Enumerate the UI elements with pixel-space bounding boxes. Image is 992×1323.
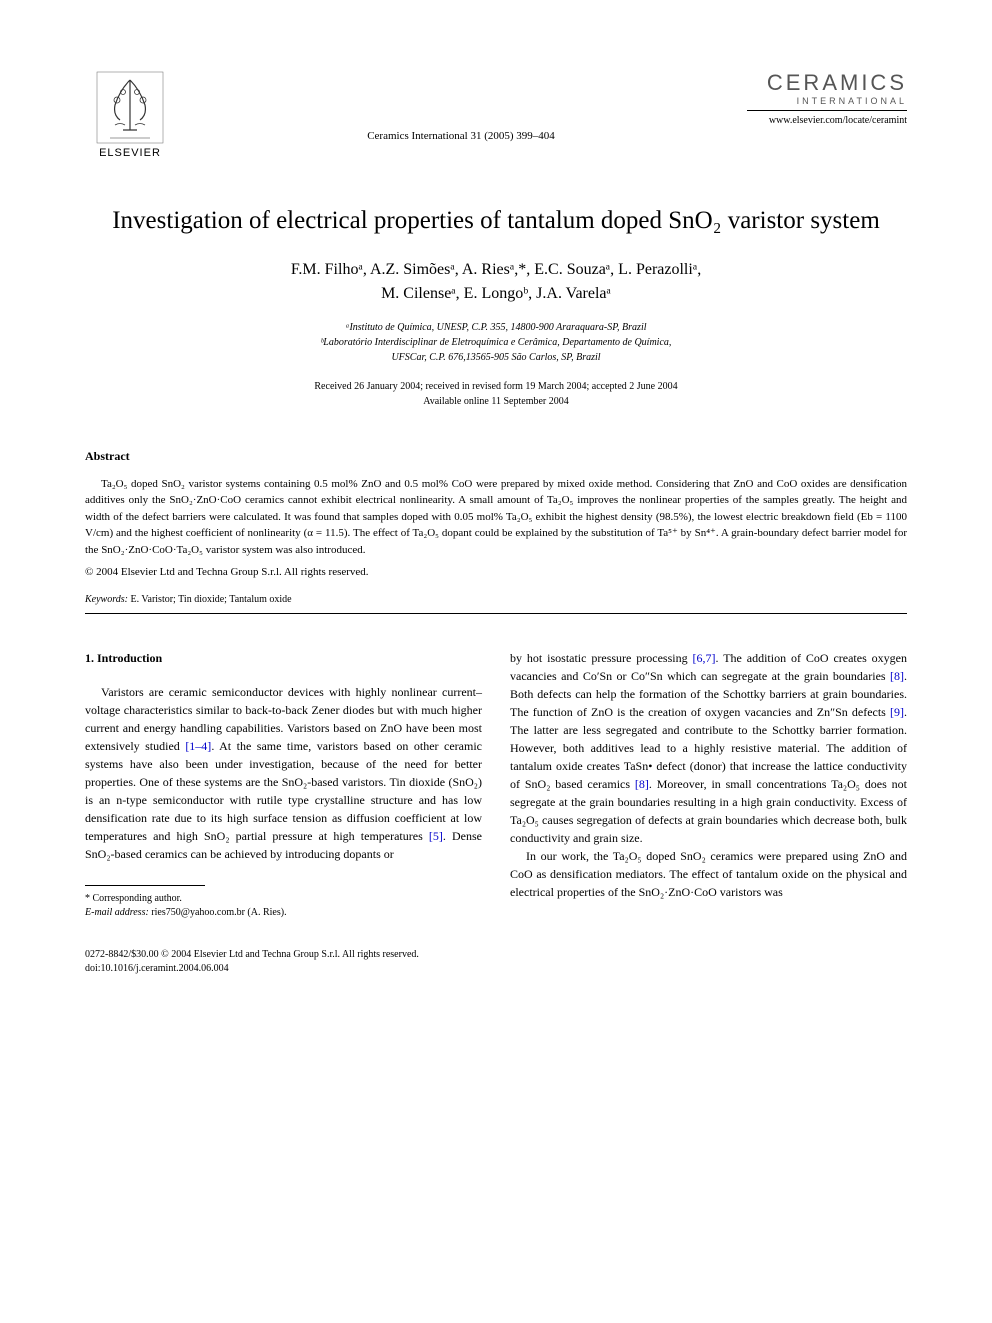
- article-title: Investigation of electrical properties o…: [85, 204, 907, 238]
- intro-paragraph-1: Varistors are ceramic semiconductor devi…: [85, 683, 482, 863]
- keywords-text: E. Varistor; Tin dioxide; Tantalum oxide: [128, 594, 292, 605]
- keywords: Keywords: E. Varistor; Tin dioxide; Tant…: [85, 594, 907, 605]
- page-header: ELSEVIER Ceramics International 31 (2005…: [85, 70, 907, 159]
- journal-logo-main: CERAMICS: [747, 70, 907, 96]
- ref-link-8b[interactable]: [8]: [635, 777, 649, 791]
- journal-url: www.elsevier.com/locate/ceramint: [747, 110, 907, 126]
- journal-reference: Ceramics International 31 (2005) 399–404: [175, 70, 747, 142]
- footer-copyright: 0272-8842/$30.00 © 2004 Elsevier Ltd and…: [85, 948, 907, 962]
- abstract-text: Ta₂O₅ doped SnO₂ varistor systems contai…: [85, 476, 907, 559]
- column-left: 1. Introduction Varistors are ceramic se…: [85, 649, 482, 920]
- dates-received: Received 26 January 2004; received in re…: [85, 379, 907, 394]
- publisher-name: ELSEVIER: [99, 147, 161, 159]
- abstract-heading: Abstract: [85, 449, 907, 464]
- ref-link-1-4[interactable]: [1–4]: [185, 739, 211, 753]
- section-1-heading: 1. Introduction: [85, 649, 482, 667]
- abstract-body: Ta₂O₅ doped SnO₂ varistor systems contai…: [85, 476, 907, 559]
- ref-link-6-7[interactable]: [6,7]: [693, 651, 716, 665]
- footnote-marker: * Corresponding author.: [85, 892, 482, 906]
- column-right: by hot isostatic pressure processing [6,…: [510, 649, 907, 920]
- affiliation-b: ᵇLaboratório Interdisciplinar de Eletroq…: [85, 335, 907, 350]
- footnote-email-label: E-mail address:: [85, 907, 149, 918]
- intro-paragraph-1-cont: by hot isostatic pressure processing [6,…: [510, 649, 907, 847]
- affiliations: ᵃInstituto de Química, UNESP, C.P. 355, …: [85, 320, 907, 365]
- elsevier-tree-icon: [95, 70, 165, 145]
- authors-line2: M. Cilenseᵃ, E. Longoᵇ, J.A. Varelaᵃ: [381, 285, 611, 302]
- affiliation-a: ᵃInstituto de Química, UNESP, C.P. 355, …: [85, 320, 907, 335]
- body-columns: 1. Introduction Varistors are ceramic se…: [85, 649, 907, 920]
- page-footer: 0272-8842/$30.00 © 2004 Elsevier Ltd and…: [85, 948, 907, 976]
- publisher-logo: ELSEVIER: [85, 70, 175, 159]
- section-divider: [85, 613, 907, 614]
- p1-text-b: . At the same time, varistors based on o…: [85, 739, 482, 843]
- ref-link-5[interactable]: [5]: [429, 829, 443, 843]
- ref-link-9[interactable]: [9]: [890, 705, 904, 719]
- affiliation-b2: UFSCar, C.P. 676,13565-905 São Carlos, S…: [85, 350, 907, 365]
- p1r-text-a: by hot isostatic pressure processing: [510, 651, 693, 665]
- authors-line1: F.M. Filhoᵃ, A.Z. Simõesᵃ, A. Riesᵃ,*, E…: [291, 261, 701, 278]
- footnote-divider: [85, 885, 205, 886]
- corresponding-author-footnote: * Corresponding author. E-mail address: …: [85, 892, 482, 920]
- dates-online: Available online 11 September 2004: [85, 394, 907, 409]
- abstract-copyright: © 2004 Elsevier Ltd and Techna Group S.r…: [85, 566, 907, 578]
- journal-logo: CERAMICS INTERNATIONAL www.elsevier.com/…: [747, 70, 907, 126]
- ref-link-8a[interactable]: [8]: [890, 669, 904, 683]
- intro-paragraph-2: In our work, the Ta₂O₅ doped SnO₂ cerami…: [510, 847, 907, 901]
- journal-logo-sub: INTERNATIONAL: [747, 96, 907, 106]
- article-dates: Received 26 January 2004; received in re…: [85, 379, 907, 409]
- footer-doi: doi:10.1016/j.ceramint.2004.06.004: [85, 962, 907, 976]
- footnote-email: ries750@yahoo.com.br (A. Ries).: [149, 907, 287, 918]
- authors: F.M. Filhoᵃ, A.Z. Simõesᵃ, A. Riesᵃ,*, E…: [85, 258, 907, 306]
- keywords-label: Keywords:: [85, 594, 128, 605]
